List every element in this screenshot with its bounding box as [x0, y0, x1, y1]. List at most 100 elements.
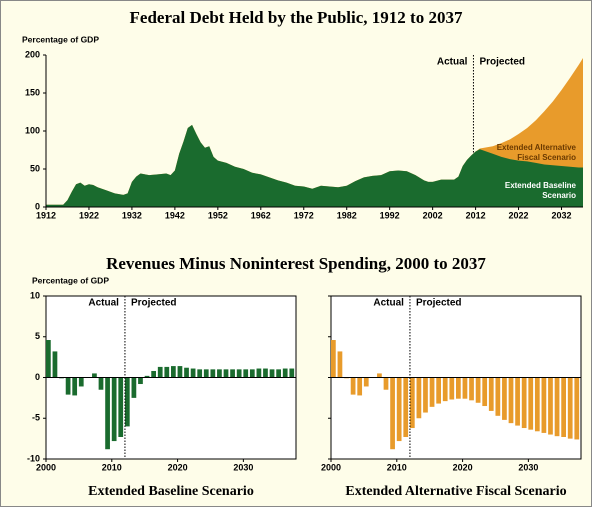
bar	[52, 351, 58, 378]
y-tick-label: 0	[35, 372, 40, 382]
bar	[92, 373, 97, 378]
bar	[561, 377, 566, 437]
bar	[151, 370, 156, 378]
bar	[502, 377, 507, 420]
y-tick-label: 10	[30, 290, 40, 300]
bar	[210, 369, 216, 378]
bar	[243, 369, 249, 378]
x-tick-label: 1982	[337, 210, 357, 220]
bar	[157, 366, 163, 378]
y-tick-label: 0	[35, 201, 40, 211]
projected-label: Projected	[416, 298, 462, 309]
bar	[249, 369, 255, 378]
actual-label: Actual	[88, 298, 119, 309]
bar	[164, 366, 170, 378]
area	[46, 124, 583, 207]
y-tick-label: -10	[27, 453, 40, 463]
bar	[383, 377, 389, 390]
y-tick-label: 150	[25, 87, 40, 97]
bar	[171, 366, 176, 378]
y-tick-label: 200	[25, 49, 40, 59]
x-tick-label: 1932	[122, 210, 142, 220]
bar	[409, 377, 415, 429]
series-label: Extended Baseline Scenario	[505, 181, 576, 200]
bar	[462, 377, 468, 399]
bar	[177, 366, 183, 378]
bar	[276, 369, 281, 378]
bar	[184, 367, 189, 378]
bar	[515, 377, 520, 426]
bar	[124, 377, 130, 427]
y-tick-label: 50	[30, 163, 40, 173]
bar	[289, 368, 295, 378]
x-tick-label: 1912	[36, 210, 56, 220]
x-tick-label: 2010	[387, 462, 407, 472]
bar	[521, 377, 527, 429]
chart-subtitle: Extended Baseline Scenario	[88, 484, 254, 499]
bar	[377, 373, 382, 378]
bar	[263, 368, 268, 378]
bar	[554, 377, 560, 437]
y-tick-label: 5	[35, 331, 40, 341]
projected-label: Projected	[131, 298, 177, 309]
bar	[236, 369, 242, 378]
bar	[429, 377, 435, 407]
x-tick-label: 1942	[165, 210, 185, 220]
bar	[495, 377, 501, 416]
actual-label: Actual	[373, 298, 404, 309]
x-tick-label: 1972	[294, 210, 314, 220]
bar	[541, 377, 547, 433]
x-tick-label: 2022	[509, 210, 529, 220]
bar	[423, 377, 428, 413]
bar	[456, 377, 461, 399]
bar	[337, 351, 343, 378]
bar	[390, 377, 395, 450]
bar	[190, 368, 196, 378]
chart-subtitle: Extended Alternative Fiscal Scenario	[345, 484, 566, 499]
x-tick-label: 2000	[36, 462, 56, 472]
x-tick-label: 2030	[518, 462, 538, 472]
x-tick-label: 2012	[466, 210, 486, 220]
bar	[436, 377, 441, 404]
bar	[111, 377, 117, 442]
bar	[138, 377, 143, 385]
bar	[105, 377, 110, 450]
bar	[223, 369, 229, 378]
y-axis-label: Percentage of GDP	[32, 275, 109, 285]
bar	[256, 368, 262, 378]
bar	[282, 368, 288, 378]
bar	[482, 377, 488, 407]
x-tick-label: 2000	[321, 462, 341, 472]
projected-label: Projected	[479, 57, 525, 68]
bar	[357, 377, 363, 396]
x-tick-label: 1922	[79, 210, 99, 220]
bar	[197, 369, 203, 378]
y-axis-label: Percentage of GDP	[22, 34, 99, 44]
bar	[98, 377, 104, 390]
bar	[449, 377, 455, 400]
bar	[230, 369, 235, 378]
bar	[475, 377, 481, 403]
series-label: Extended Alternative Fiscal Scenario	[496, 143, 576, 163]
bar	[508, 377, 514, 424]
series-label: Extended Alternative Fiscal Scenario	[496, 143, 576, 163]
bar	[574, 377, 580, 440]
bar	[442, 377, 448, 402]
bar	[469, 377, 474, 401]
bar	[118, 377, 124, 437]
bar	[331, 340, 336, 378]
x-tick-label: 2032	[552, 210, 572, 220]
bar	[488, 377, 494, 411]
bar	[203, 369, 209, 378]
bar	[528, 377, 534, 430]
bar	[567, 377, 573, 439]
bar	[72, 377, 78, 396]
bar	[396, 377, 402, 442]
bar	[269, 369, 275, 378]
bar	[65, 377, 71, 395]
bar	[78, 377, 84, 387]
x-tick-label: 2020	[168, 462, 188, 472]
x-tick-label: 2002	[423, 210, 443, 220]
bar	[403, 377, 409, 437]
